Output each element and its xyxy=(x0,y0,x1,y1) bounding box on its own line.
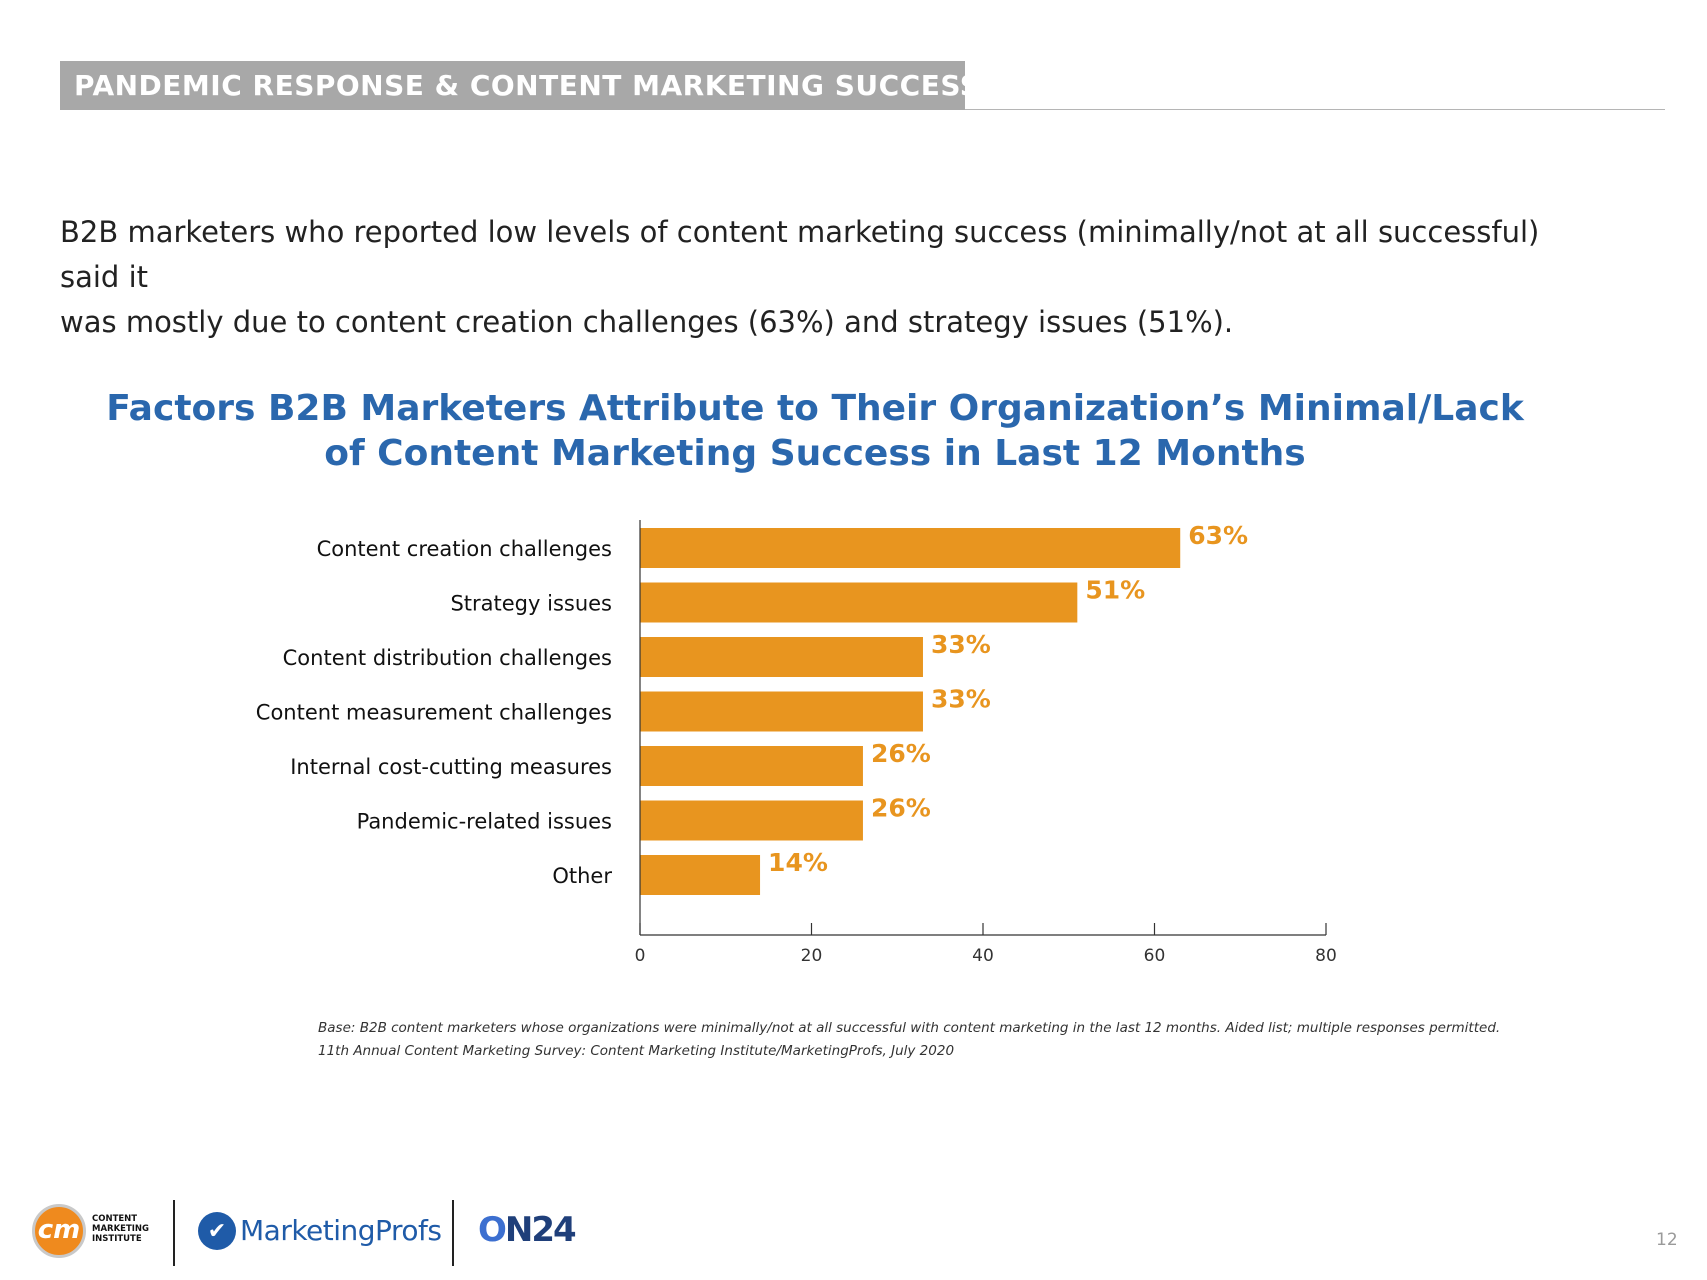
logo-divider xyxy=(452,1200,454,1266)
on24-logo-text: N24 xyxy=(504,1210,577,1250)
footer-logos: cm CONTENT MARKETING INSTITUTE ✔ Marketi… xyxy=(30,1200,630,1270)
x-tick-label: 80 xyxy=(1315,946,1337,966)
value-label: 33% xyxy=(931,685,991,714)
footnote-base: Base: B2B content marketers whose organi… xyxy=(318,1020,1501,1036)
bar xyxy=(640,855,761,895)
bar xyxy=(640,746,863,786)
chart-title-line-2: of Content Marketing Success in Last 12 … xyxy=(324,433,1306,474)
cmi-logo-text: CONTENT MARKETING INSTITUTE xyxy=(92,1214,150,1244)
x-tick-label: 20 xyxy=(801,946,823,966)
cmi-logo-icon: cm xyxy=(32,1204,86,1258)
category-label: Pandemic-related issues xyxy=(357,810,612,834)
section-rule xyxy=(965,109,1665,110)
bar xyxy=(640,800,863,841)
section-title-bar: PANDEMIC RESPONSE & CONTENT MARKETING SU… xyxy=(60,61,980,110)
bar xyxy=(640,528,1181,568)
on24-logo-o: O xyxy=(478,1210,507,1250)
bar-chart: Content creation challenges 63% Strategy i… xyxy=(256,520,1337,966)
page-number: 12 xyxy=(1656,1230,1678,1250)
bar xyxy=(640,691,923,732)
bar xyxy=(640,582,1078,623)
x-tick-label: 60 xyxy=(1144,946,1166,966)
section-title: PANDEMIC RESPONSE & CONTENT MARKETING SU… xyxy=(74,69,981,102)
value-label: 26% xyxy=(871,794,931,823)
value-label: 14% xyxy=(768,848,828,877)
footnote-source: 11th Annual Content Marketing Survey: Co… xyxy=(318,1043,955,1059)
value-label: 63% xyxy=(1188,521,1248,550)
value-label: 51% xyxy=(1085,576,1145,605)
category-label: Content distribution challenges xyxy=(283,646,612,670)
marketingprofs-text: MarketingProfs xyxy=(240,1214,442,1247)
category-label: Other xyxy=(552,864,612,888)
category-label: Internal cost-cutting measures xyxy=(290,755,612,779)
chart-title: Factors B2B Marketers Attribute to Their… xyxy=(100,386,1530,476)
bar xyxy=(640,637,923,677)
intro-line-1: B2B marketers who reported low levels of… xyxy=(60,215,1540,294)
value-label: 26% xyxy=(871,739,931,768)
category-label: Strategy issues xyxy=(450,592,612,616)
chart-title-line-1: Factors B2B Marketers Attribute to Their… xyxy=(106,388,1524,429)
category-label: Content creation challenges xyxy=(317,537,612,561)
value-label: 33% xyxy=(931,630,991,659)
on24-logo: ON24 xyxy=(478,1210,577,1250)
intro-line-2: was mostly due to content creation chall… xyxy=(60,305,1234,339)
x-tick-label: 40 xyxy=(972,946,994,966)
marketingprofs-icon: ✔ xyxy=(198,1212,236,1250)
intro-text: B2B marketers who reported low levels of… xyxy=(60,210,1600,345)
logo-divider xyxy=(173,1200,175,1266)
x-tick-label: 0 xyxy=(635,946,646,966)
category-label: Content measurement challenges xyxy=(256,701,612,725)
